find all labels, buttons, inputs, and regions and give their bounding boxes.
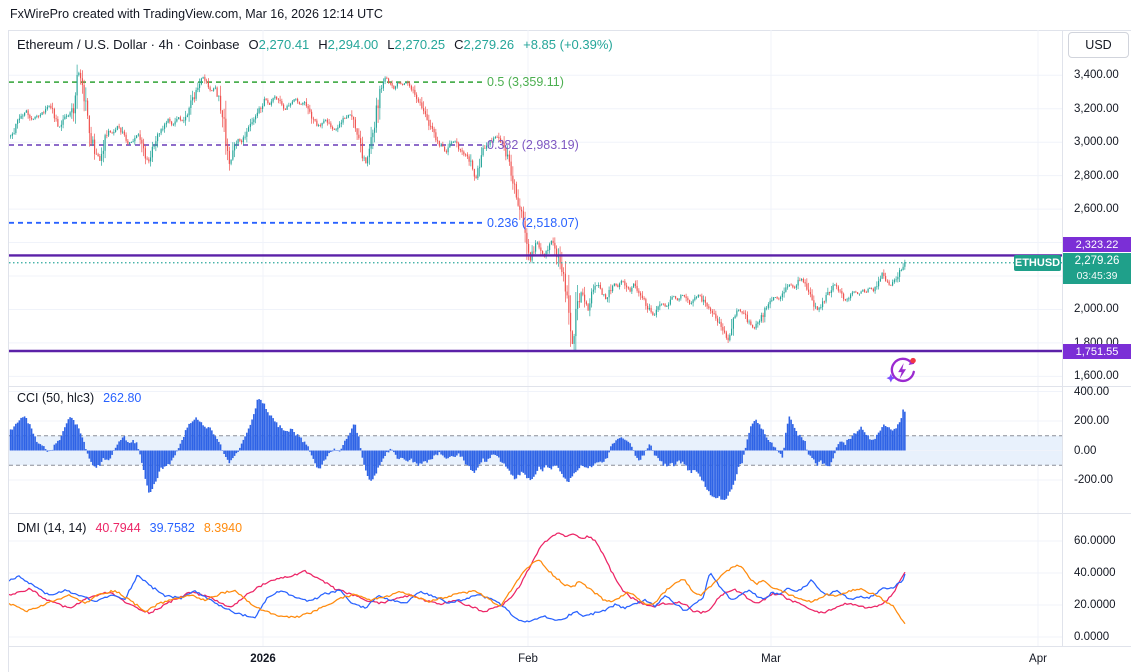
- currency-toggle-button[interactable]: USD: [1068, 32, 1129, 58]
- last-price-badge: 2,279.26 03:45:39: [1063, 253, 1131, 284]
- cci-axis-tick: -200.00: [1074, 474, 1114, 486]
- bar-countdown: 03:45:39: [1076, 269, 1118, 282]
- upper-ray-price-badge: 2,323.22: [1063, 237, 1131, 252]
- cci-value: 262.80: [103, 391, 142, 405]
- price-axis-tick: 3,400.00: [1074, 69, 1119, 82]
- time-axis-label: Mar: [761, 653, 781, 665]
- price-axis-tick: 3,000.00: [1074, 136, 1119, 149]
- dmi-plus-di-value: 39.7582: [149, 521, 195, 535]
- ohlc-open-key: O: [248, 37, 259, 52]
- ohlc-open-value: 2,270.41: [258, 37, 310, 52]
- ohlc-low-value: 2,270.25: [394, 37, 446, 52]
- cci-axis-tick: 400.00: [1074, 385, 1110, 398]
- dmi-title[interactable]: DMI (14, 14): [17, 521, 87, 535]
- ohlc-close-value: 2,279.26: [463, 37, 515, 52]
- dmi-adx-value: 40.7944: [95, 521, 141, 535]
- ohlc-low-key: L: [387, 37, 395, 52]
- price-axis-tick: 2,800.00: [1074, 169, 1119, 182]
- main-legend[interactable]: Ethereum / U.S. Dollar · 4h · Coinbase O2…: [17, 37, 613, 52]
- change-value: +8.85 (+0.39%): [523, 37, 613, 52]
- lower-ray-price-badge: 1,751.55: [1063, 344, 1131, 359]
- price-axis-tick: 2,000.00: [1074, 303, 1119, 316]
- last-price-value: 2,279.26: [1074, 255, 1120, 267]
- cci-axis-tick: 200.00: [1074, 415, 1110, 427]
- cci-pane-chart[interactable]: [9, 387, 1062, 513]
- price-scale-separator: [1062, 30, 1063, 646]
- ohlc-high-key: H: [318, 37, 328, 52]
- widget-border-left: [8, 30, 9, 672]
- sparkle-icon: [886, 373, 896, 383]
- symbol-price-line-label[interactable]: ETHUSD: [1014, 255, 1061, 271]
- fib-level-label[interactable]: 0.236 (2,518.07): [487, 215, 579, 230]
- attribution-text: FxWirePro created with TradingView.com, …: [10, 7, 383, 21]
- price-pane-chart[interactable]: [9, 30, 1062, 386]
- notification-dot: [910, 357, 916, 364]
- dmi-axis-tick: 60.0000: [1074, 535, 1116, 547]
- ohlc-close-key: C: [454, 37, 464, 52]
- symbol-title[interactable]: Ethereum / U.S. Dollar · 4h · Coinbase: [17, 37, 240, 52]
- time-axis-separator: [9, 646, 1131, 647]
- price-axis-tick: 1,600.00: [1074, 370, 1119, 383]
- time-axis-label: Apr: [1029, 653, 1047, 665]
- dmi-axis-tick: 20.0000: [1074, 599, 1116, 611]
- ai-refresh-icon[interactable]: [885, 354, 919, 388]
- ohlc-high-value: 2,294.00: [327, 37, 379, 52]
- cci-title[interactable]: CCI (50, hlc3): [17, 391, 95, 405]
- fib-level-label[interactable]: 0.5 (3,359.11): [487, 75, 564, 90]
- price-axis-tick: 3,200.00: [1074, 102, 1119, 115]
- dmi-axis-tick: 0.0000: [1074, 631, 1110, 643]
- widget-border-top: [8, 30, 1131, 31]
- dmi-legend[interactable]: DMI (14, 14) 40.7944 39.7582 8.3940: [17, 521, 242, 535]
- pane-separator-dmi[interactable]: [9, 513, 1131, 514]
- fib-level-label[interactable]: 0.382 (2,983.19): [487, 138, 579, 152]
- time-axis-label: 2026: [250, 653, 276, 665]
- pane-separator-cci[interactable]: [9, 386, 1131, 387]
- time-axis-label: Feb: [518, 653, 538, 665]
- dmi-minus-di-value: 8.3940: [203, 521, 243, 535]
- dmi-axis-tick: 40.0000: [1074, 567, 1116, 579]
- cci-axis-tick: 0.00: [1074, 444, 1097, 457]
- price-axis-tick: 2,600.00: [1074, 203, 1119, 216]
- cci-legend[interactable]: CCI (50, hlc3) 262.80: [17, 391, 141, 405]
- dmi-pane-chart[interactable]: [9, 514, 1062, 646]
